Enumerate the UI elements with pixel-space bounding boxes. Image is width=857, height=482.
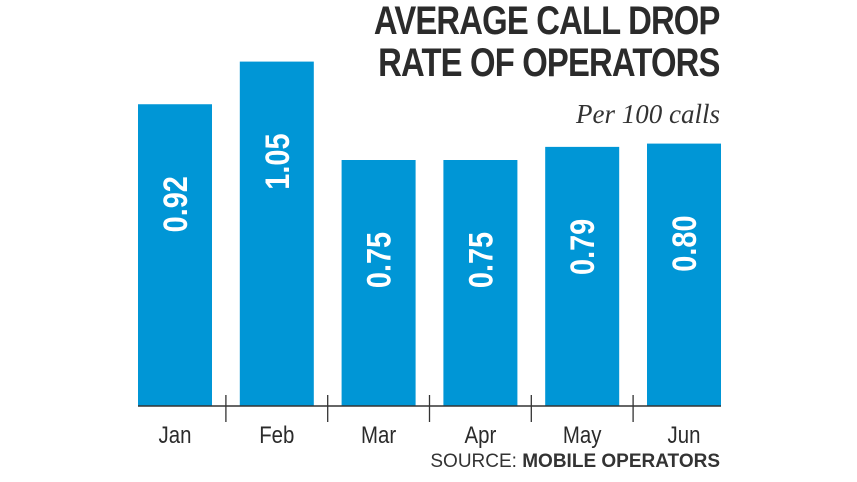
x-tick-label: Feb <box>259 421 294 448</box>
x-tick-label: Apr <box>465 421 497 448</box>
title-line-2: RATE OF OPERATORS <box>378 41 721 85</box>
data-label: 0.79 <box>563 219 602 275</box>
data-label: 0.75 <box>359 232 398 288</box>
data-label: 0.75 <box>461 232 500 288</box>
title-line-1: AVERAGE CALL DROP <box>374 0 721 43</box>
bar-jan <box>138 104 212 407</box>
x-tick-label: Jan <box>159 421 192 448</box>
data-label: 0.80 <box>665 215 704 271</box>
data-label: 0.92 <box>156 176 195 232</box>
bar-mar <box>341 160 416 406</box>
bar-may <box>545 146 620 406</box>
source-note: SOURCE: MOBILE OPERATORS <box>430 451 720 473</box>
source-name: MOBILE OPERATORS <box>522 451 720 472</box>
chart-title: AVERAGE CALL DROP RATE OF OPERATORS <box>374 0 721 85</box>
x-tick-label: May <box>563 421 602 448</box>
bar-apr <box>443 160 518 406</box>
source-prefix: SOURCE: <box>430 451 517 472</box>
x-tick-label: Mar <box>361 421 397 448</box>
bar-jun <box>647 143 721 406</box>
bar-feb <box>239 61 314 406</box>
data-label: 1.05 <box>258 133 297 189</box>
x-tick-label: Jun <box>668 421 701 448</box>
chart-subtitle: Per 100 calls <box>576 99 720 129</box>
